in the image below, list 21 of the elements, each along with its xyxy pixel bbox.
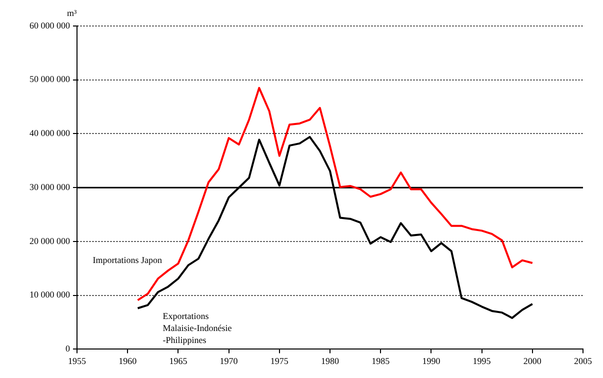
x-tick-label: 1990	[422, 356, 441, 366]
y-tick-label: 20 000 000	[30, 236, 70, 246]
y-tick-label: 30 000 000	[30, 182, 70, 192]
x-tick-label: 1955	[68, 356, 86, 366]
x-tick-label: 2000	[523, 356, 542, 366]
y-tick-label: 50 000 000	[30, 74, 70, 84]
x-tick-label: 1965	[169, 356, 188, 366]
x-tick-label: 1975	[270, 356, 289, 366]
x-tick-label: 1985	[372, 356, 390, 366]
y-tick-label: 10 000 000	[30, 290, 70, 300]
y-tick-label: 40 000 000	[30, 128, 70, 138]
x-tick-label: 1960	[118, 356, 138, 366]
x-tick-label: 2005	[574, 356, 592, 366]
x-tick-label: 1995	[472, 356, 492, 366]
y-axis-title: m³	[67, 8, 77, 18]
y-tick-label: 60 000 000	[30, 20, 70, 30]
series-label: Exportations Malaisie-Indonésie -Philippines	[162, 311, 232, 346]
series-label: Importations Japon	[92, 255, 162, 266]
x-tick-label: 1980	[321, 356, 340, 366]
y-tick-label: 0	[66, 344, 70, 354]
x-tick-label: 1970	[220, 356, 238, 366]
